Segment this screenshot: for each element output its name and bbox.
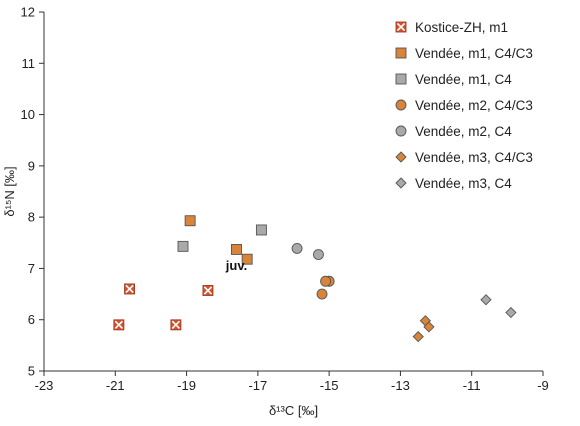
data-point-series-2 (241, 253, 253, 265)
data-point-series-7 (480, 294, 492, 306)
x-tick-label: -19 (177, 378, 196, 393)
annotation-juv: juv. (225, 258, 247, 273)
legend-item: Vendée, m1, C4 (395, 72, 512, 87)
legend: Kostice-ZH, m1 Vendée, m1, C4/C3 Vendée, m… (395, 20, 533, 191)
data-point-series-1 (124, 283, 135, 295)
x-tick-label: -23 (35, 378, 54, 393)
legend-item: Vendée, m3, C4 (395, 176, 512, 191)
data-point-series-3 (177, 240, 189, 252)
data-point-series-5 (291, 242, 303, 254)
data-point-series-7 (505, 306, 517, 319)
data-point-series-1 (202, 285, 214, 296)
y-tick-label: 7 (28, 261, 35, 276)
y-tick-label: 8 (28, 210, 35, 225)
y-tick-label: 11 (22, 56, 36, 71)
legend-label: Vendée, m1, C4 (415, 72, 512, 87)
legend-label: Vendée, m2, C4/C3 (415, 98, 533, 113)
y-tick-label: 5 (28, 364, 35, 379)
y-tick-label: 12 (21, 5, 35, 20)
x-tick-label: -13 (391, 378, 410, 393)
legend-label: Vendée, m3, C4/C3 (415, 150, 533, 165)
legend-marker (395, 47, 407, 59)
legend-marker (395, 21, 407, 33)
legend-label: Kostice-ZH, m1 (415, 20, 508, 35)
x-tick-label: -11 (463, 378, 481, 393)
data-point-series-4 (320, 275, 332, 287)
data-marks (113, 215, 517, 343)
x-tick-label: -17 (248, 378, 267, 393)
legend-item: Vendée, m2, C4 (395, 124, 512, 139)
data-point-series-4 (316, 288, 328, 300)
legend-item: Vendée, m3, C4/C3 (395, 150, 533, 165)
data-point-series-6 (412, 331, 424, 343)
legend-marker (395, 125, 407, 137)
legend-label: Vendée, m1, C4/C3 (415, 46, 533, 61)
y-tick-label: 9 (28, 158, 35, 173)
data-point-series-2 (184, 215, 196, 227)
data-point-series-5 (313, 249, 324, 261)
data-point-series-3 (255, 224, 267, 236)
legend-item: Vendée, m2, C4/C3 (395, 98, 533, 113)
data-point-series-1 (170, 319, 182, 331)
y-tick-label: 10 (21, 107, 35, 122)
legend-marker (395, 73, 407, 85)
plot-area: -23 -21 -19 -17 -15 -13 -11 -9 5 6 7 8 9 10 11 12 (21, 5, 549, 394)
legend-item: Vendée, m1, C4/C3 (395, 46, 533, 61)
legend-label: Vendée, m2, C4 (415, 124, 512, 139)
x-axis-label: δ¹³C [‰] (269, 403, 318, 418)
x-tick-label: -21 (106, 378, 125, 393)
data-point-series-2 (231, 244, 242, 255)
legend-marker (395, 151, 407, 163)
legend-item: Kostice-ZH, m1 (395, 20, 508, 35)
legend-label: Vendée, m3, C4 (415, 176, 512, 191)
y-tick-label: 6 (28, 312, 35, 327)
legend-marker (395, 177, 407, 189)
data-point-series-6 (423, 321, 435, 333)
x-tick-label: -15 (320, 378, 339, 393)
data-point-series-1 (113, 319, 125, 331)
y-axis-label: δ¹⁵N [‰] (2, 166, 17, 216)
legend-marker (395, 99, 407, 111)
x-tick-label: -9 (537, 378, 549, 393)
